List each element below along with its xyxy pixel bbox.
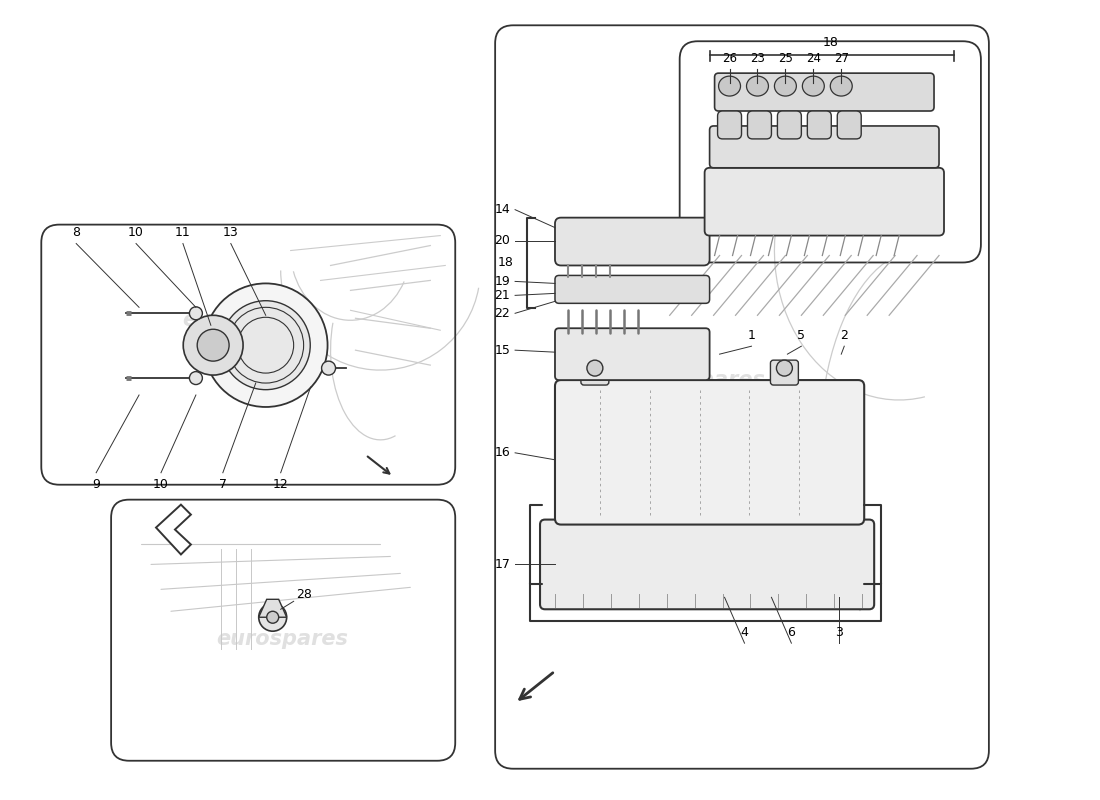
Text: 28: 28 xyxy=(296,588,311,602)
Text: 19: 19 xyxy=(494,275,510,288)
Text: eurospares: eurospares xyxy=(778,147,891,165)
Text: 20: 20 xyxy=(494,234,510,247)
Text: eurospares: eurospares xyxy=(634,370,766,390)
Text: 9: 9 xyxy=(92,478,100,490)
Text: 17: 17 xyxy=(494,558,510,571)
Text: 10: 10 xyxy=(153,478,169,490)
Text: 22: 22 xyxy=(494,307,510,320)
Circle shape xyxy=(258,603,287,631)
Text: 14: 14 xyxy=(494,203,510,216)
Polygon shape xyxy=(258,599,287,618)
Text: 21: 21 xyxy=(494,289,510,302)
FancyBboxPatch shape xyxy=(540,519,874,610)
Text: 27: 27 xyxy=(834,52,849,65)
Text: eurospares: eurospares xyxy=(182,310,314,330)
Text: 15: 15 xyxy=(494,344,510,357)
FancyBboxPatch shape xyxy=(556,380,865,525)
Circle shape xyxy=(266,611,278,623)
Text: 25: 25 xyxy=(778,52,793,65)
Text: 5: 5 xyxy=(798,330,805,342)
Text: 8: 8 xyxy=(73,226,80,238)
FancyBboxPatch shape xyxy=(556,275,710,303)
Circle shape xyxy=(189,307,202,320)
Text: 13: 13 xyxy=(223,226,239,238)
Text: 1: 1 xyxy=(748,330,756,342)
FancyBboxPatch shape xyxy=(807,111,832,139)
Ellipse shape xyxy=(830,76,852,96)
Text: 2: 2 xyxy=(840,330,848,342)
Ellipse shape xyxy=(747,76,769,96)
Text: eurospares: eurospares xyxy=(717,590,842,609)
Text: 24: 24 xyxy=(806,52,821,65)
Text: 23: 23 xyxy=(750,52,764,65)
Text: 10: 10 xyxy=(128,226,144,238)
Ellipse shape xyxy=(802,76,824,96)
FancyBboxPatch shape xyxy=(710,126,939,168)
Text: 4: 4 xyxy=(740,626,748,639)
Text: 18: 18 xyxy=(497,257,513,270)
FancyBboxPatch shape xyxy=(556,328,710,380)
FancyBboxPatch shape xyxy=(556,218,710,266)
Circle shape xyxy=(587,360,603,376)
FancyBboxPatch shape xyxy=(717,111,741,139)
Text: 12: 12 xyxy=(273,478,288,490)
Text: 16: 16 xyxy=(494,446,510,459)
FancyBboxPatch shape xyxy=(770,360,799,385)
Text: 7: 7 xyxy=(219,478,227,490)
FancyBboxPatch shape xyxy=(748,111,771,139)
Ellipse shape xyxy=(718,76,740,96)
FancyBboxPatch shape xyxy=(837,111,861,139)
FancyBboxPatch shape xyxy=(581,360,609,385)
Text: 11: 11 xyxy=(175,226,190,238)
Text: 26: 26 xyxy=(722,52,737,65)
Circle shape xyxy=(184,315,243,375)
Polygon shape xyxy=(156,505,191,554)
Circle shape xyxy=(321,361,336,375)
Circle shape xyxy=(777,360,792,376)
Ellipse shape xyxy=(774,76,796,96)
Text: 18: 18 xyxy=(823,36,838,50)
Circle shape xyxy=(189,371,202,385)
Text: 3: 3 xyxy=(835,626,844,639)
Text: eurospares: eurospares xyxy=(217,629,349,649)
FancyBboxPatch shape xyxy=(778,111,802,139)
Circle shape xyxy=(204,283,328,407)
FancyBboxPatch shape xyxy=(715,73,934,111)
Text: 6: 6 xyxy=(788,626,795,639)
Circle shape xyxy=(221,301,310,390)
Circle shape xyxy=(197,330,229,361)
FancyBboxPatch shape xyxy=(705,168,944,235)
